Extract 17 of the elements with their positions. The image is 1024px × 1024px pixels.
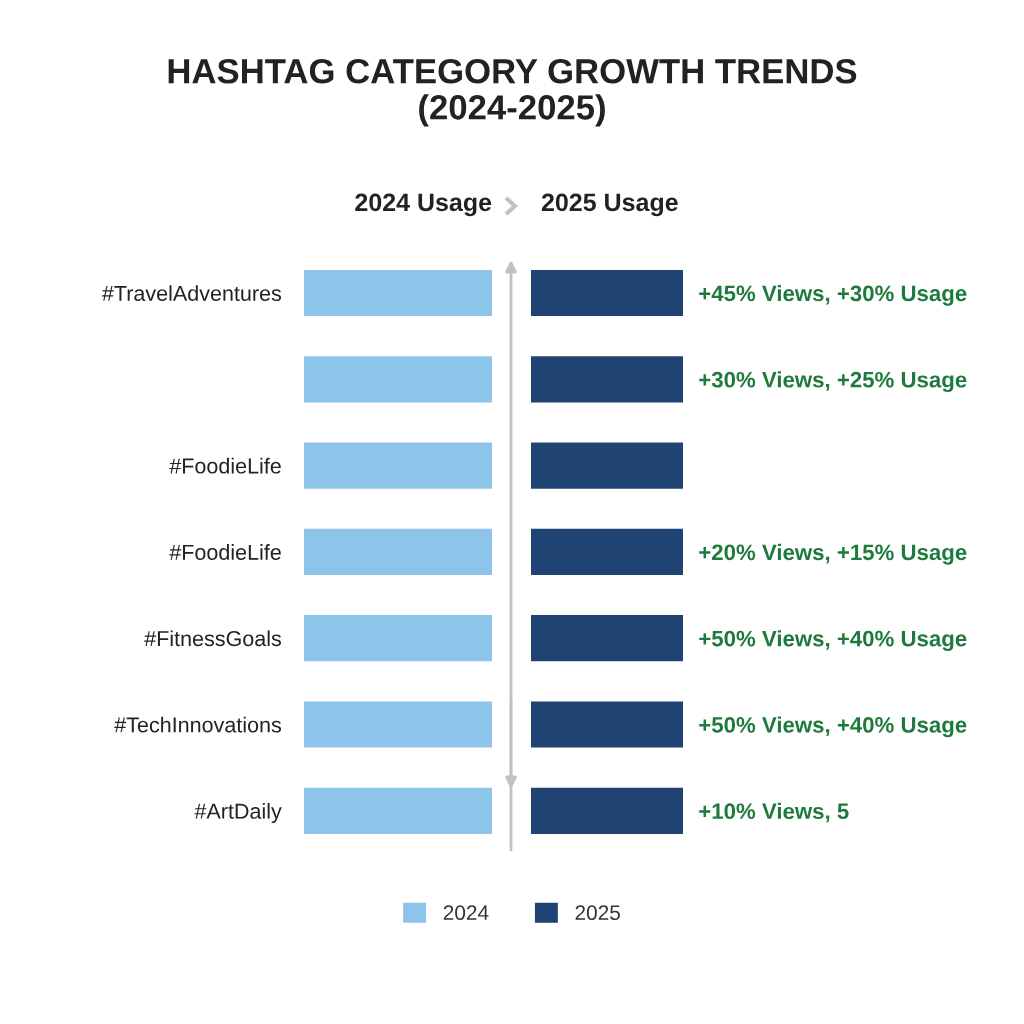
y-tick-label: +10% Views, 5 xyxy=(699,802,849,823)
y-tick-label: #FoodieLife xyxy=(169,457,281,474)
y-tick-label: +45% Views, +30% Usage xyxy=(699,284,967,306)
y-tick-label: +50% Views, +40% Usage xyxy=(699,630,967,651)
x-axis-title: 2025 Usage xyxy=(541,193,678,217)
y-tick-label: +50% Views, +40% Usage xyxy=(699,716,967,738)
y-tick-label: #TechInnovations xyxy=(114,716,282,733)
y-tick-label: +30% Views, +25% Usage xyxy=(699,371,967,393)
y-tick-label: #ArtDaily xyxy=(194,803,282,824)
legend-label: 2025 xyxy=(575,905,620,921)
chart-title: HASHTAG CATEGORY GROWTH TRENDS (2024-2025) xyxy=(168,58,857,127)
y-tick-label: #FitnessGoals xyxy=(144,630,282,647)
y-tick-label: #TravelAdventures xyxy=(102,285,282,302)
y-tick-label: +20% Views, +15% Usage xyxy=(699,543,967,565)
x-axis-title: 2024 Usage xyxy=(355,193,492,217)
legend-label: 2024 xyxy=(443,905,489,921)
y-tick-label: #FoodieLife xyxy=(169,544,281,560)
